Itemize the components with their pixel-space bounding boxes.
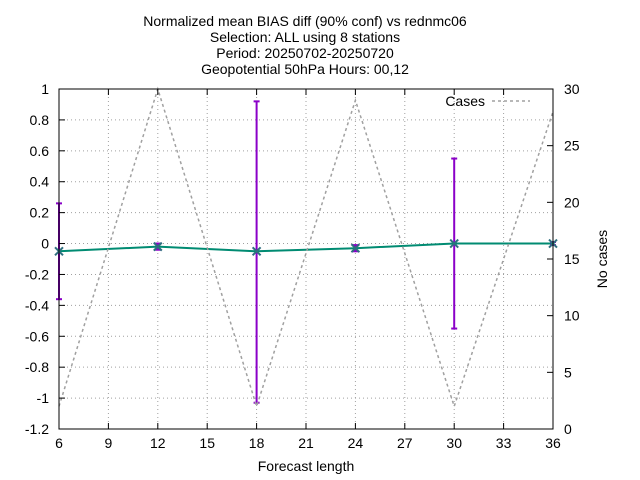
grid-lines xyxy=(59,89,553,429)
chart-title-line: Period: 20250702-20250720 xyxy=(216,45,394,61)
series-layer xyxy=(54,86,558,409)
data-point-marker xyxy=(251,246,262,256)
x-tick-label: 27 xyxy=(397,435,413,451)
axis-ticks: 6 9 12 15 18 21 24 27 30 33 36-1.2-1-0.8-0.6-0.4-0… xyxy=(25,81,580,451)
y-tick-label: 0.4 xyxy=(30,174,50,190)
x-tick-label: 30 xyxy=(446,435,462,451)
y-tick-label: 1 xyxy=(41,81,49,97)
y2-tick-label: 30 xyxy=(564,81,580,97)
chart-title-block: Normalized mean BIAS diff (90% conf) vs … xyxy=(143,13,467,77)
x-tick-label: 36 xyxy=(545,435,561,451)
legend-label: Cases xyxy=(445,93,485,109)
data-point-marker xyxy=(350,243,361,253)
x-tick-label: 9 xyxy=(105,435,113,451)
y-tick-label: 0.8 xyxy=(30,112,50,128)
x-tick-label: 6 xyxy=(55,435,63,451)
x-axis-label: Forecast length xyxy=(258,458,355,474)
y-tick-label: 0.6 xyxy=(30,143,50,159)
x-tick-label: 18 xyxy=(249,435,265,451)
y-tick-label: -0.2 xyxy=(25,266,49,282)
data-point-marker xyxy=(153,241,163,252)
y-tick-label: 0 xyxy=(41,236,49,252)
y2-tick-label: 5 xyxy=(564,364,572,380)
y2-tick-label: 0 xyxy=(564,421,572,437)
chart-title-line: Normalized mean BIAS diff (90% conf) vs … xyxy=(143,13,467,29)
y-tick-label: -1.2 xyxy=(25,421,49,437)
y2-tick-label: 20 xyxy=(564,194,580,210)
bias-series-line xyxy=(58,242,553,253)
cases-series-line xyxy=(58,86,554,409)
data-point-marker xyxy=(449,238,459,249)
legend: Cases xyxy=(445,93,530,109)
x-tick-label: 24 xyxy=(348,435,364,451)
y-tick-label: -0.8 xyxy=(25,359,49,375)
y2-tick-label: 15 xyxy=(564,251,580,267)
x-tick-label: 12 xyxy=(150,435,166,451)
y2-tick-label: 25 xyxy=(564,138,580,154)
chart-title-line: Selection: ALL using 8 stations xyxy=(210,29,400,45)
x-tick-label: 21 xyxy=(298,435,314,451)
y2-axis-label: No cases xyxy=(594,230,610,288)
y2-tick-label: 10 xyxy=(564,308,580,324)
chart-title-line: Geopotential 50hPa Hours: 00,12 xyxy=(201,61,409,77)
y-tick-label: -1 xyxy=(37,390,50,406)
y-tick-label: -0.6 xyxy=(25,328,49,344)
x-tick-label: 33 xyxy=(496,435,512,451)
y-tick-label: 0.2 xyxy=(30,205,50,221)
x-tick-label: 15 xyxy=(199,435,215,451)
y-tick-label: -0.4 xyxy=(25,297,49,313)
